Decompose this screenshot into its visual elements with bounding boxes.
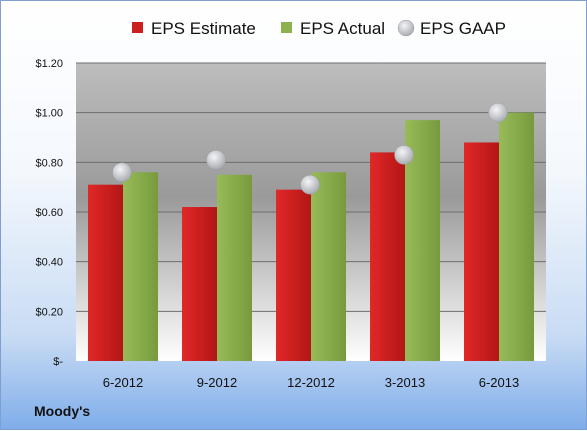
- legend-estimate-swatch: [132, 22, 143, 33]
- legend-gaap-marker: [397, 19, 415, 37]
- gaap-markers: [112, 102, 508, 195]
- eps-gaap-marker: [206, 150, 226, 170]
- x-tick-label: 6-2012: [103, 375, 143, 390]
- eps-gaap-marker: [300, 174, 320, 195]
- company-name: Moody's: [34, 403, 91, 419]
- y-tick-label: $-: [53, 356, 63, 368]
- x-tick-label: 3-2013: [385, 375, 425, 390]
- eps-gaap-marker: [112, 162, 132, 183]
- y-tick-label: $1.20: [35, 58, 63, 70]
- eps-estimate-bar: [276, 189, 311, 361]
- y-tick-label: $0.80: [35, 157, 63, 169]
- x-tick-label: 12-2012: [287, 375, 335, 390]
- x-tick-label: 6-2013: [479, 375, 519, 390]
- legend-label: EPS GAAP: [420, 19, 506, 38]
- legend: EPS Estimate EPS Actual EPS GAAP: [132, 19, 506, 38]
- eps-actual-bar: [499, 112, 534, 362]
- legend-label: EPS Actual: [300, 19, 385, 38]
- y-tick-label: $0.60: [35, 207, 63, 219]
- eps-estimate-bar: [182, 207, 217, 361]
- eps-estimate-bar: [88, 184, 123, 361]
- eps-actual-bar: [311, 172, 346, 361]
- eps-estimate-bar: [464, 142, 499, 361]
- bars: [88, 112, 534, 362]
- y-tick-label: $0.40: [35, 257, 63, 269]
- eps-actual-bar: [123, 172, 158, 361]
- x-tick-label: 9-2012: [197, 375, 237, 390]
- eps-actual-bar: [217, 174, 252, 361]
- eps-gaap-marker: [394, 145, 414, 165]
- y-tick-label: $1.00: [35, 108, 63, 120]
- y-tick-label: $0.20: [35, 306, 63, 318]
- y-axis: $- $0.20 $0.40 $0.60 $0.80 $1.00 $1.20: [35, 58, 63, 368]
- legend-label: EPS Estimate: [151, 19, 256, 38]
- x-axis: 6-2012 9-2012 12-2012 3-2013 6-2013: [103, 375, 519, 390]
- legend-actual-swatch: [281, 22, 292, 33]
- eps-gaap-marker: [488, 102, 508, 123]
- eps-estimate-bar: [370, 152, 405, 361]
